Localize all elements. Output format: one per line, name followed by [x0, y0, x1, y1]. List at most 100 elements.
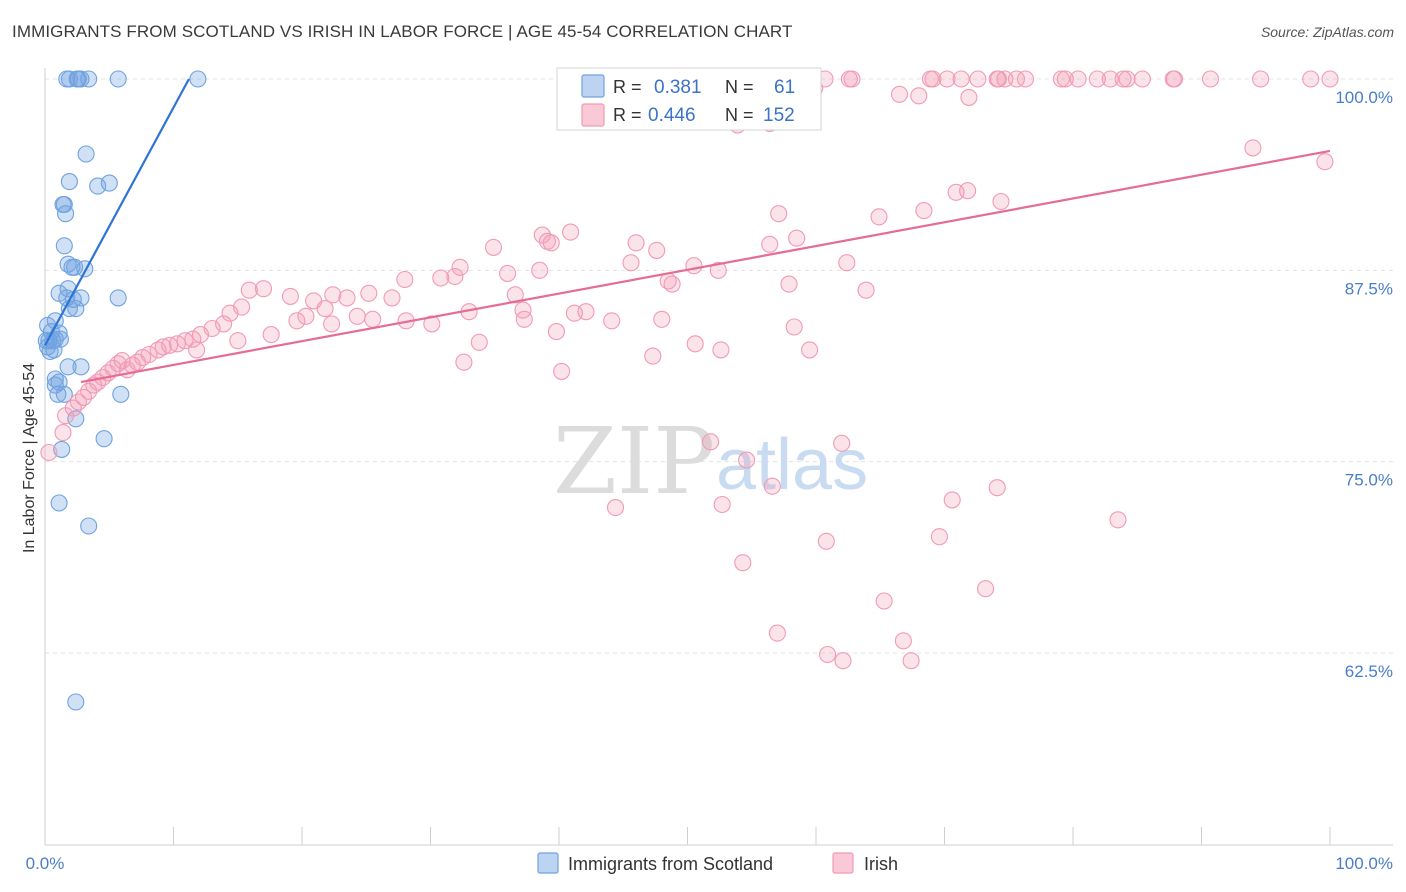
irish-point [360, 284, 378, 302]
irish-point [644, 347, 662, 365]
irish-point [1088, 70, 1106, 88]
irish-point [959, 182, 977, 200]
watermark-atlas: atlas [716, 425, 868, 505]
irish-point [281, 287, 299, 305]
irish-point [553, 362, 571, 380]
series-scotland-points [37, 70, 207, 711]
irish-point [221, 304, 239, 322]
irish-point [1114, 70, 1132, 88]
irish-point [484, 238, 503, 256]
scotland-point [109, 70, 127, 88]
irish-point [938, 70, 956, 88]
irish-point [515, 310, 533, 328]
irish-point [531, 261, 549, 279]
irish-point [229, 332, 247, 350]
irish-point [712, 341, 730, 359]
irish-point [709, 261, 727, 279]
irish-point [323, 315, 341, 333]
irish-point [801, 341, 819, 359]
scotland-point [63, 258, 81, 276]
irish-point [514, 301, 532, 319]
irish-point [470, 333, 488, 351]
irish-point [562, 223, 580, 241]
y-tick-labels: 100.0% 87.5% 75.0% 62.5% [1335, 88, 1393, 681]
irish-point [338, 289, 356, 307]
irish-point [606, 499, 625, 517]
irish-point [1118, 70, 1136, 88]
irish-point [902, 652, 920, 670]
irish-point [57, 407, 75, 425]
irish-point [1133, 70, 1151, 88]
irish-point [685, 257, 703, 275]
scotland-point [67, 410, 85, 428]
irish-point [1109, 511, 1127, 529]
scotland-point [49, 385, 67, 403]
irish-point [910, 87, 928, 105]
irish-point [533, 226, 551, 244]
irish-point [1165, 70, 1184, 88]
legend-n-label-2: N = [725, 105, 754, 125]
irish-point [188, 341, 206, 359]
irish-point [894, 632, 912, 650]
legend-r-label-1: R = [613, 77, 642, 97]
irish-point [780, 275, 798, 293]
scotland-point [72, 289, 90, 307]
irish-point [838, 254, 856, 272]
irish-point [834, 652, 852, 670]
irish-point [547, 323, 565, 341]
irish-point [627, 234, 645, 252]
scotland-point [112, 385, 130, 403]
irish-point [1201, 70, 1220, 88]
irish-point [817, 532, 835, 550]
irish-point [622, 254, 640, 272]
y-tick-label-2: 75.0% [1345, 471, 1393, 490]
irish-point [254, 280, 273, 298]
irish-point [324, 286, 342, 304]
irish-point [843, 70, 861, 88]
irish-trend-line [80, 149, 1331, 384]
y-axis-title: In Labor Force | Age 45-54 [21, 363, 38, 553]
legend-n-value-1: 61 [774, 77, 795, 98]
irish-point [761, 235, 779, 253]
scotland-point [189, 70, 207, 88]
legend-swatch-blue [581, 74, 605, 98]
scotland-point [80, 70, 98, 88]
irish-point [1007, 70, 1026, 88]
irish-point [960, 88, 978, 106]
irish-point [364, 310, 382, 328]
series-irish-points [40, 70, 1339, 670]
gridlines [45, 78, 1393, 654]
irish-point [989, 70, 1008, 88]
irish-point [499, 264, 517, 282]
scotland-point [51, 330, 69, 348]
irish-point [943, 491, 961, 509]
irish-point [992, 192, 1010, 211]
irish-point [686, 335, 704, 353]
chart-title: IMMIGRANTS FROM SCOTLAND VS IRISH IN LAB… [12, 22, 793, 41]
irish-point [833, 434, 851, 452]
scotland-point [55, 237, 73, 255]
irish-point [969, 70, 987, 88]
y-tick-label-3: 62.5% [1345, 662, 1393, 681]
irish-point [924, 70, 942, 88]
irish-point [348, 307, 366, 325]
irish-point [930, 528, 948, 546]
irish-point [455, 353, 473, 371]
irish-point [857, 281, 875, 299]
bottom-legend-swatch-irish [832, 852, 854, 874]
scotland-point [95, 430, 113, 448]
scotland-point [67, 300, 85, 318]
irish-point [1316, 153, 1334, 171]
irish-point [952, 70, 970, 88]
bottom-legend-irish: Irish [864, 854, 898, 874]
irish-point [819, 645, 837, 664]
irish-point [383, 289, 401, 307]
scotland-point [55, 385, 73, 403]
x-tick-label-0: 0.0% [26, 854, 65, 873]
irish-point [763, 477, 781, 495]
irish-point [734, 554, 752, 572]
irish-point [305, 292, 323, 310]
scotland-point [59, 358, 77, 376]
legend-n-value-2: 152 [763, 105, 795, 126]
irish-point [451, 258, 469, 276]
